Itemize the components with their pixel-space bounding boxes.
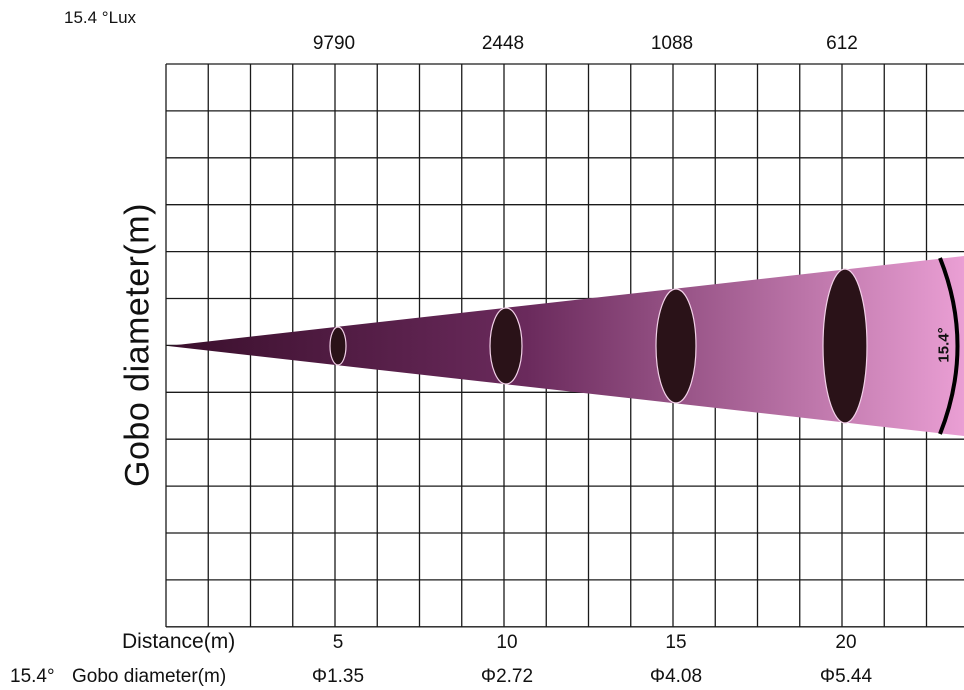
distance-label: Distance(m) — [122, 630, 236, 653]
y-axis-label: Gobo diameter(m) — [118, 203, 157, 487]
gobo-ellipse-10m — [489, 307, 523, 385]
footer-gobo-label: Gobo diameter(m) — [72, 666, 227, 687]
gobo-diameter-20m: Φ5.44 — [819, 666, 873, 687]
distance-value-10: 10 — [496, 632, 518, 653]
distance-value-20: 20 — [835, 632, 857, 653]
gobo-ellipse-15m — [655, 288, 697, 404]
gobo-ellipse-5m — [329, 326, 347, 366]
footer-angle: 15.4° — [10, 666, 55, 687]
lux-value-5m: 9790 — [312, 33, 356, 54]
beam-angle-label: 15.4° — [935, 327, 953, 363]
gobo-ellipse-20m — [822, 268, 868, 424]
lux-value-10m: 2448 — [481, 33, 525, 54]
gobo-diameter-5m: Φ1.35 — [311, 666, 365, 687]
gobo-ellipses — [329, 268, 868, 424]
lux-title: 15.4 °Lux — [64, 8, 137, 27]
distance-value-15: 15 — [665, 632, 687, 653]
distance-value-5: 5 — [332, 632, 344, 653]
gobo-diameter-15m: Φ4.08 — [649, 666, 703, 687]
beam-angle-arc — [938, 257, 960, 435]
gobo-diameter-10m: Φ2.72 — [480, 666, 534, 687]
lux-value-20m: 612 — [826, 33, 858, 54]
light-beam — [168, 256, 964, 436]
lux-value-15m: 1088 — [650, 33, 694, 54]
